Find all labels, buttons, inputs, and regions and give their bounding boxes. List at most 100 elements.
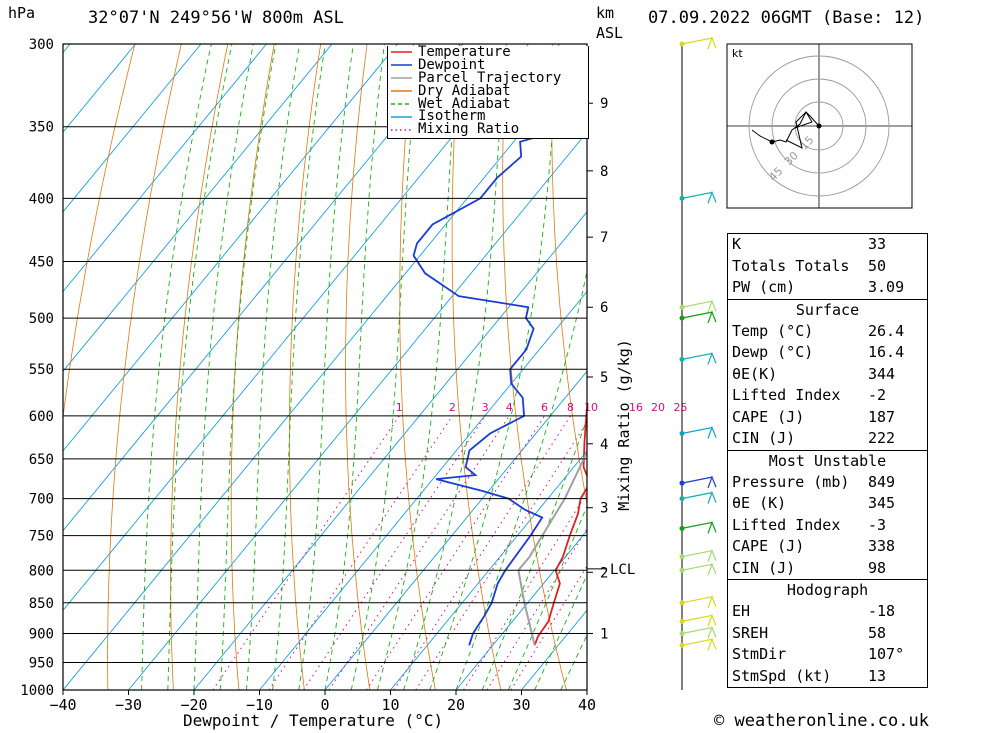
isotherm-line: [455, 529, 587, 690]
surface-key: Temp (°C): [732, 321, 814, 340]
index-row: K 33: [728, 234, 927, 256]
most-unstable-key: CIN (J): [732, 558, 796, 577]
hodograph-trace-2: [785, 111, 813, 149]
wet-adiabat-line: [507, 505, 587, 690]
wind-barb: [681, 351, 717, 365]
index-row: Totals Totals 50: [728, 256, 927, 278]
legend-item: Isotherm: [388, 110, 588, 123]
lcl-label: LCL: [610, 562, 635, 578]
legend-label: Wet Adiabat: [418, 95, 511, 112]
dry-adiabat-line: [63, 44, 136, 420]
pressure-tick-label: 400: [29, 191, 54, 207]
surface-row: θE(K) 344: [728, 364, 927, 386]
hodograph-row: StmDir 107°: [728, 644, 927, 666]
pressure-tick-label: 750: [29, 529, 54, 545]
legend-item: Parcel Trajectory: [388, 71, 588, 85]
mixing-ratio-line: [365, 415, 545, 690]
surface-value: 187: [868, 407, 896, 426]
x-tick-label: 30: [512, 696, 530, 714]
pressure-tick-label: 550: [29, 362, 54, 378]
surface-key: CIN (J): [732, 429, 796, 447]
index-key: K: [732, 235, 742, 253]
legend-label: Mixing Ratio: [418, 121, 520, 138]
hodograph-key: StmSpd (kt): [732, 666, 832, 685]
mixing-ratio-label: 4: [506, 401, 513, 414]
wind-barb: [681, 625, 717, 639]
legend-swatch: [391, 116, 412, 118]
mixing-ratio-label: 10: [584, 401, 598, 414]
hodograph-value: 107°: [868, 645, 905, 663]
wind-barb: [681, 475, 717, 489]
surface-key: θE(K): [732, 364, 778, 383]
asl-unit-label: ASL: [596, 24, 624, 42]
info-panel: K 33 Totals Totals 50 PW (cm) 3.09 Surface Te…: [727, 233, 928, 688]
index-key: Totals Totals: [732, 256, 850, 275]
legend-item: Dry Adiabat: [388, 84, 588, 98]
wind-barb: [681, 613, 717, 627]
wind-barb: [681, 549, 717, 562]
pressure-tick-label: 900: [29, 626, 54, 642]
mixing-ratio-line: [328, 415, 510, 690]
surface-key: CAPE (J): [732, 407, 805, 426]
mixing-ratio-label: 6: [541, 401, 548, 414]
most-unstable-key: Pressure (mb): [732, 472, 850, 491]
hodograph-storm-marker: [769, 139, 775, 145]
wind-barb: [681, 299, 717, 313]
hodograph-trace: [751, 111, 820, 143]
isotherm-line: [128, 131, 587, 690]
wet-adiabat-line: [534, 574, 587, 690]
height-tick-label: 7: [600, 230, 608, 246]
hodograph-unit: kt: [732, 47, 743, 60]
surface-value: -2: [868, 386, 887, 404]
hodograph-ring: [748, 55, 890, 197]
wind-barb: [681, 520, 717, 534]
mixing-ratio-line: [393, 415, 571, 690]
isotherm-line: [193, 211, 587, 690]
wet-adiabat-line: [350, 44, 420, 690]
dry-adiabat-line: [288, 44, 322, 690]
surface-value: 26.4: [868, 321, 905, 340]
index-value: 3.09: [868, 278, 905, 296]
wind-barb: [681, 595, 717, 609]
temperature-line: [533, 400, 587, 646]
hodograph-ring: [794, 101, 844, 151]
index-key: PW (cm): [732, 278, 796, 296]
mixing-ratio-axis-title: Mixing Ratio (g/kg): [615, 339, 633, 511]
most-unstable-row: Pressure (mb) 849: [728, 472, 927, 494]
legend-item: Mixing Ratio: [388, 121, 588, 138]
surface-value: 16.4: [868, 343, 905, 361]
wet-adiabat-line: [193, 44, 254, 690]
surface-title: Surface: [795, 300, 860, 319]
height-tick-label: 6: [600, 300, 608, 316]
dry-adiabat-line: [107, 44, 182, 690]
x-tick-label: −20: [180, 696, 207, 714]
legend-swatch: [391, 90, 412, 92]
km-unit-label: km: [596, 4, 615, 22]
axes-group: 1 2 3 4 6 8 10 16 20 2530035040045050055060065070…: [20, 37, 687, 714]
most-unstable-row: θE (K) 345: [728, 493, 927, 515]
legend-swatch: [391, 64, 412, 67]
mixing-ratio-label: 1: [396, 401, 403, 414]
wind-barb: [681, 637, 717, 651]
isotherm-line: [390, 450, 587, 690]
height-tick-label: 9: [600, 96, 608, 112]
index-row: PW (cm) 3.09: [728, 277, 927, 299]
isotherm-line: [63, 44, 398, 452]
hodograph-value: -18: [868, 602, 896, 620]
wet-adiabat-line: [219, 44, 277, 690]
height-tick-label: 5: [600, 370, 608, 386]
wind-barb: [681, 425, 717, 439]
isotherm-line: [63, 44, 464, 532]
dry-adiabat-line: [599, 44, 697, 690]
legend-swatch: [391, 77, 412, 80]
surface-row: CAPE (J) 187: [728, 407, 927, 429]
wet-adiabat-line: [167, 44, 233, 690]
x-tick-label: 0: [320, 696, 329, 714]
most-unstable-value: 98: [868, 558, 887, 577]
most-unstable-value: -3: [868, 515, 887, 534]
surface-row: Dewp (°C) 16.4: [728, 342, 927, 364]
wind-marker: [679, 304, 685, 310]
wet-adiabat-line: [272, 44, 326, 690]
legend-label: Temperature: [418, 44, 511, 60]
